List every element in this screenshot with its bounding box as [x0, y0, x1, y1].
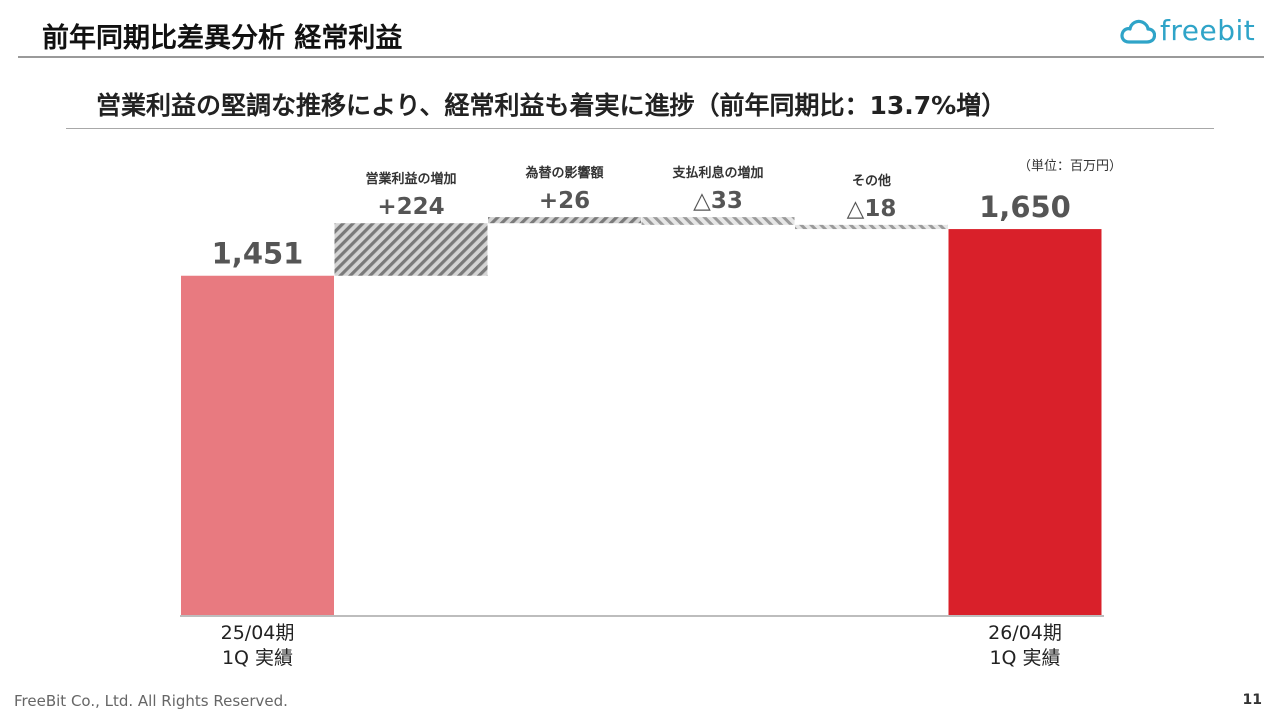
category-title-1: 営業利益の増加 — [365, 171, 456, 187]
total-bar-5 — [948, 229, 1102, 616]
slide-subtitle: 営業利益の堅調な推移により、経常利益も着実に進捗（前年同期比：13.7%増） — [96, 91, 1007, 120]
total-bar-0 — [181, 275, 334, 616]
title-divider — [18, 56, 1264, 58]
delta-bar-2 — [488, 217, 641, 224]
page-number: 11 — [1242, 692, 1262, 708]
cloud-logo-icon — [1120, 19, 1156, 44]
value-label-1: +224 — [377, 194, 444, 220]
category-title-4: その他 — [852, 173, 891, 189]
value-label-5: 1,650 — [979, 190, 1071, 224]
x-tick-label-5: 26/04期 1Q 実績 — [988, 622, 1062, 669]
category-title-3: 支払利息の増加 — [671, 165, 763, 181]
delta-bar-1 — [334, 223, 488, 276]
delta-bar-3 — [641, 217, 795, 225]
value-label-4: △18 — [847, 196, 897, 222]
footer-copyright: FreeBit Co., Ltd. All Rights Reserved. — [14, 692, 288, 710]
unit-label: （単位：百万円） — [1018, 159, 1123, 174]
logo-wordmark: freebit — [1160, 14, 1256, 47]
category-title-2: 為替の影響額 — [525, 165, 603, 181]
value-label-2: +26 — [539, 188, 590, 214]
page-title: 前年同期比差異分析 経常利益 — [42, 23, 403, 54]
value-label-3: △33 — [693, 188, 743, 214]
freebit-logo: freebit — [1120, 14, 1265, 50]
x-tick-label-0: 25/04期 1Q 実績 — [220, 622, 295, 669]
subtitle-divider — [66, 128, 1214, 129]
delta-bar-4 — [795, 224, 948, 230]
value-label-0: 1,451 — [212, 237, 304, 271]
